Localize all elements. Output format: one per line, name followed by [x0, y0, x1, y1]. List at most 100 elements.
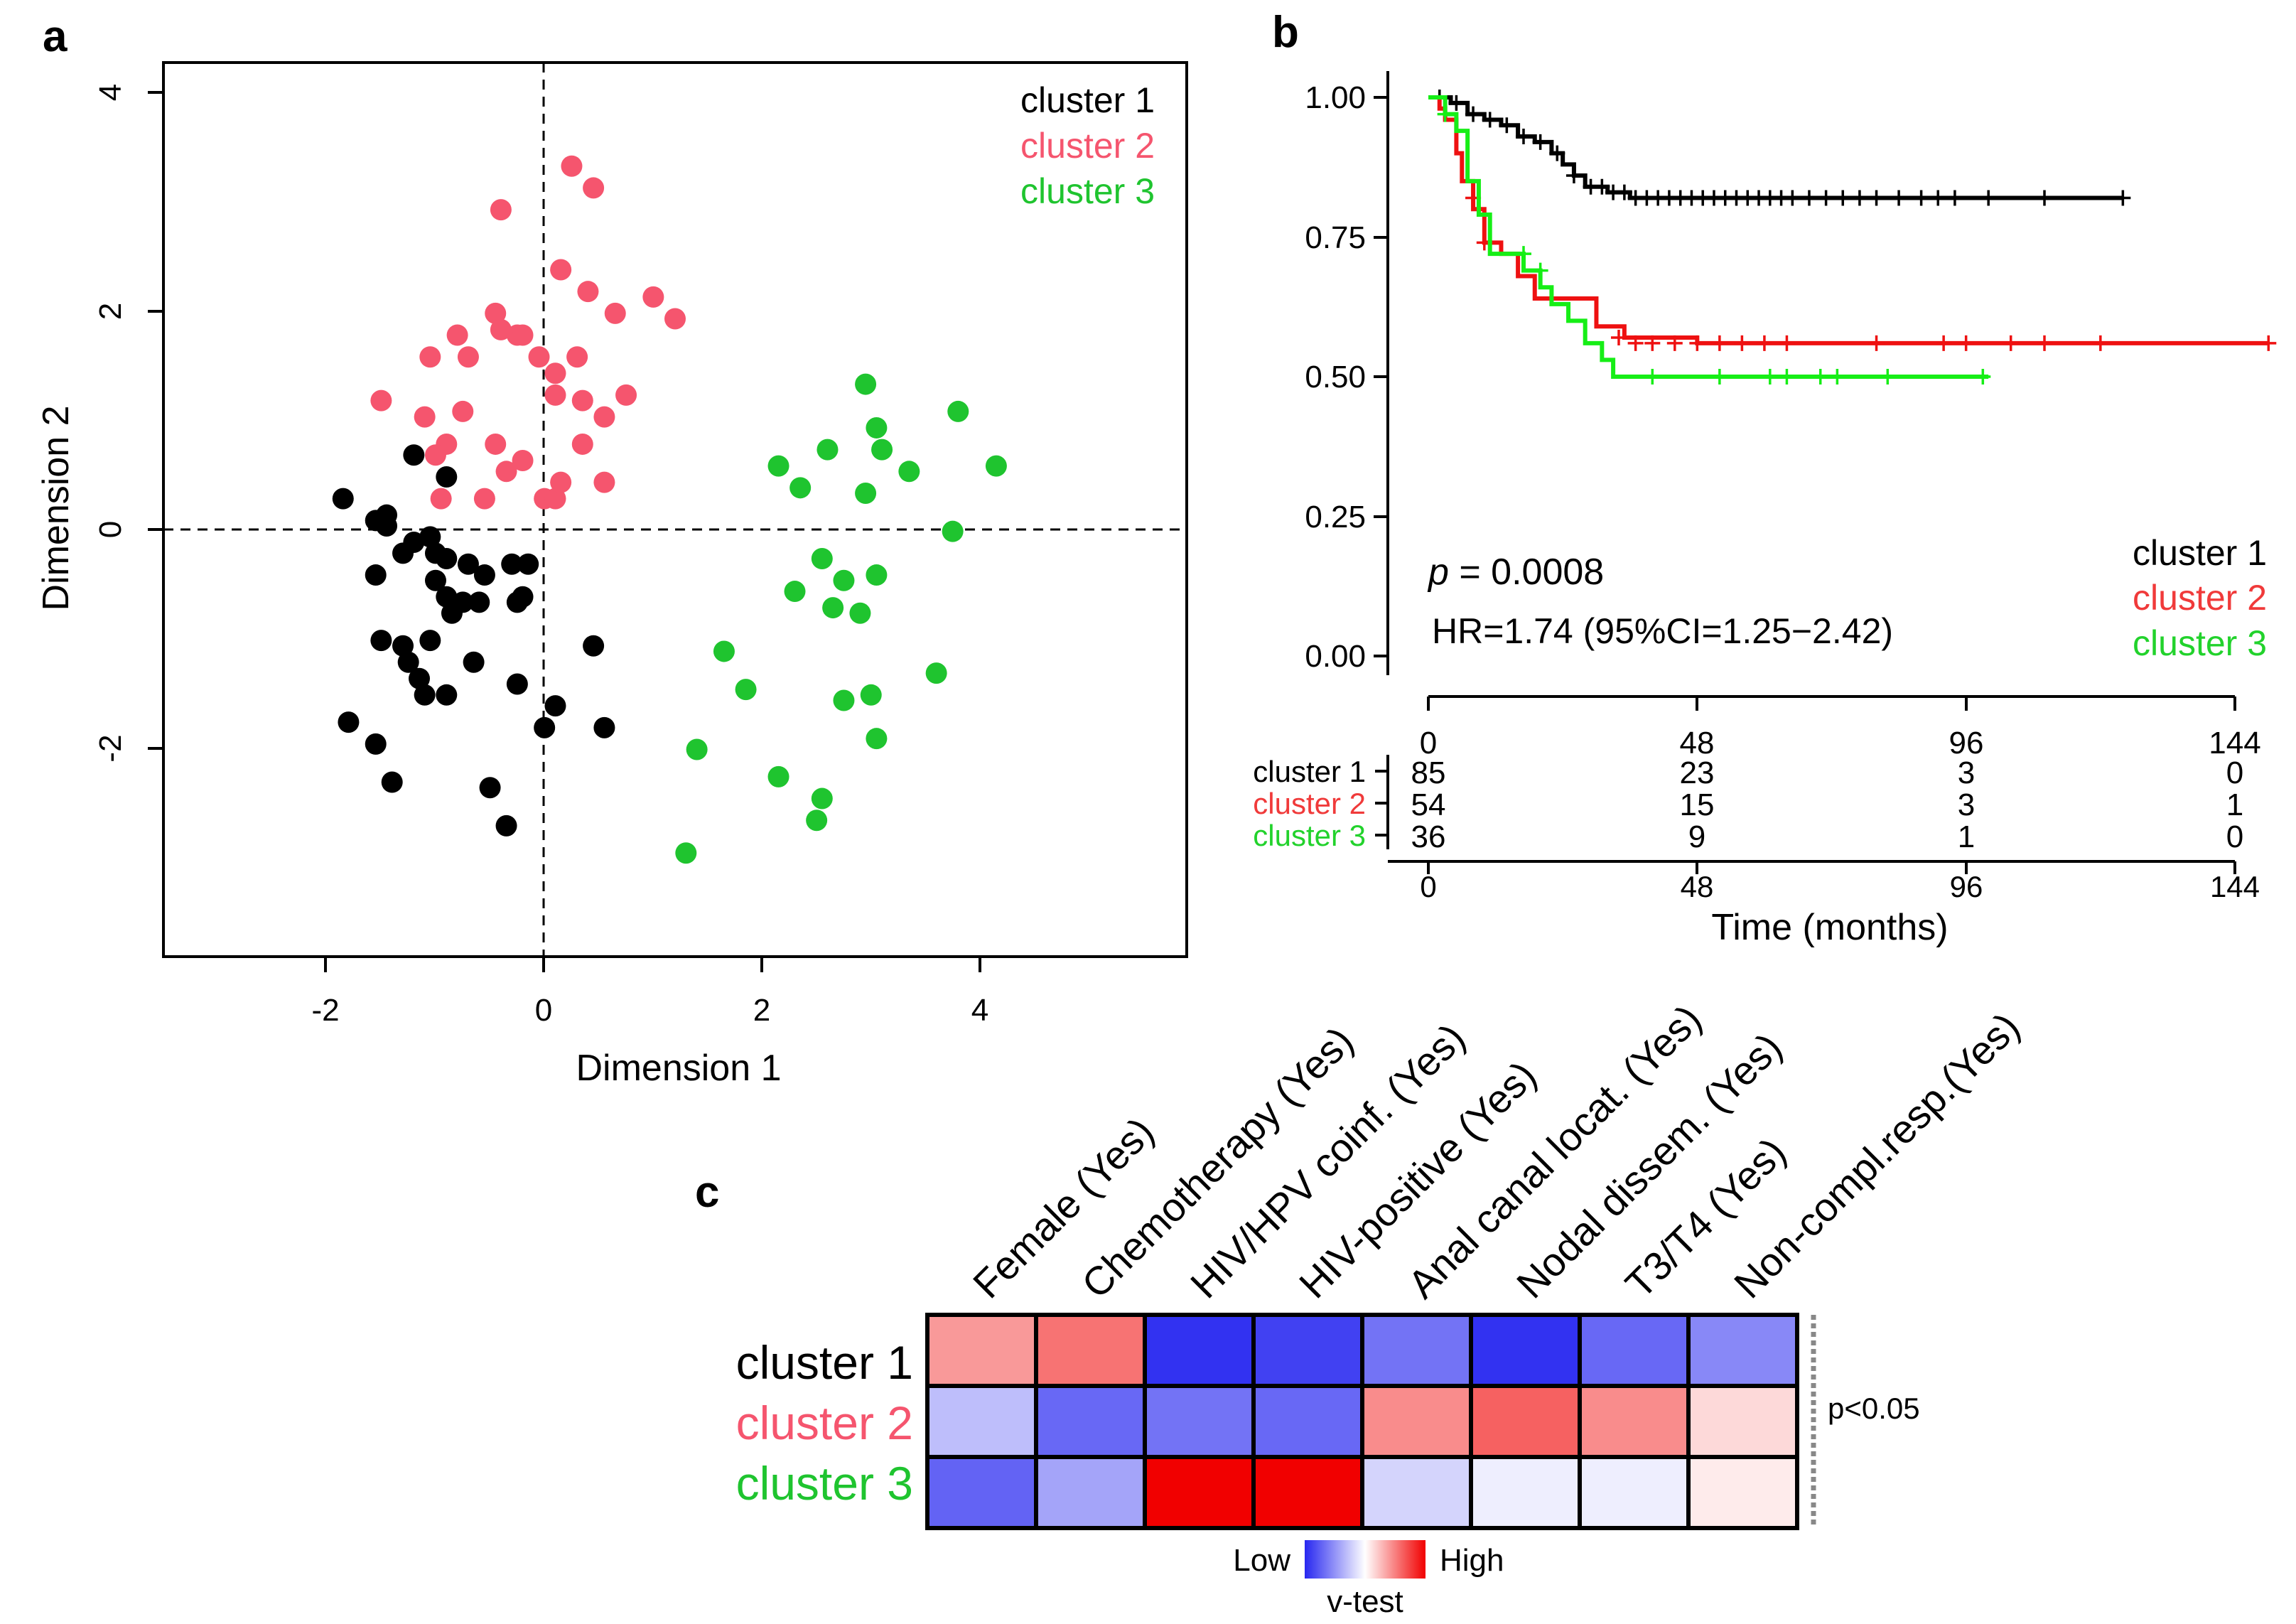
scatter-point-cluster-3 [985, 455, 1007, 477]
scatter-point-cluster-2 [550, 259, 572, 281]
risk-table-row-label-1: cluster 1 [1253, 755, 1366, 788]
km-censor-mark-cluster-1 [1818, 190, 1834, 206]
scatter-point-cluster-3 [833, 569, 855, 591]
heatmap-cell [1034, 1313, 1147, 1388]
scatter-point-cluster-3 [806, 810, 828, 832]
risk-table-cell: 15 [1680, 787, 1715, 822]
km-legend-cluster-1: cluster 1 [2133, 533, 2267, 573]
scatter-point-cluster-1 [506, 673, 528, 695]
km-censor-mark-cluster-1 [1980, 190, 1997, 206]
km-censor-mark-cluster-3 [1812, 369, 1828, 385]
risk-table-cell: 9 [1688, 819, 1705, 854]
color-scale-title: v-test [1327, 1584, 1403, 1619]
km-censor-mark-cluster-3 [1644, 369, 1661, 385]
km-hazard-ratio: HR=1.74 (95%CI=1.25−2.42) [1432, 611, 1893, 651]
panel-a: a -2 0 2 4 4 2 0 -2 Dimension 1 Dimensio… [36, 12, 1188, 1089]
heatmap-cell [925, 1384, 1038, 1459]
km-legend-cluster-3: cluster 3 [2133, 623, 2267, 663]
scatter-point-cluster-3 [947, 400, 969, 422]
heatmap-column-labels: Female (Yes) Chemotherapy (Yes) HIV/HPV … [964, 996, 2028, 1306]
panel-c-label: c [695, 1168, 719, 1217]
heatmap-row-label-cluster-1: cluster 1 [736, 1336, 913, 1389]
km-y-tick-label: 1.00 [1305, 80, 1366, 115]
km-censor-mark-cluster-1 [1784, 190, 1801, 206]
scatter-point-cluster-2 [528, 346, 550, 368]
heatmap-cell [1251, 1455, 1364, 1530]
scatter-point-cluster-1 [392, 542, 414, 564]
heatmap-cell [1034, 1455, 1147, 1530]
scatter-point-cluster-3 [789, 477, 812, 499]
km-x-tick-label: 0 [1420, 726, 1437, 760]
panel-b-label: b [1272, 8, 1299, 57]
scatter-point-cluster-3 [942, 520, 964, 542]
scatter-point-cluster-1 [397, 651, 419, 673]
scatter-point-cluster-3 [866, 728, 888, 750]
scatter-point-cluster-1 [473, 564, 495, 586]
scatter-point-cluster-2 [485, 302, 507, 324]
risk-table-cell: 85 [1411, 755, 1446, 790]
scatter-point-cluster-1 [457, 553, 479, 575]
color-scale-high-label: High [1440, 1543, 1504, 1578]
scatter-point-cluster-1 [381, 771, 403, 793]
scatter-x-tick-label: 0 [535, 993, 552, 1028]
scatter-point-cluster-3 [866, 416, 888, 439]
risk-table-cell: 0 [2226, 819, 2243, 854]
km-y-tick-label: 0.75 [1305, 220, 1366, 255]
scatter-point-cluster-2 [593, 471, 615, 493]
scatter-legend-cluster-2: cluster 2 [1020, 126, 1155, 166]
scatter-y-tick-label: 4 [93, 84, 128, 101]
scatter-point-cluster-1 [332, 488, 354, 510]
heatmap-cell [1578, 1313, 1691, 1388]
km-censor-mark-cluster-1 [1549, 145, 1565, 161]
heatmap-frame [925, 1313, 1799, 1530]
scatter-point-cluster-2 [512, 449, 534, 471]
scatter-point-cluster-3 [866, 564, 888, 586]
scatter-point-cluster-1 [392, 635, 414, 657]
km-censor-mark-cluster-1 [1891, 190, 1907, 206]
scatter-point-cluster-1 [414, 684, 436, 706]
scatter-point-cluster-1 [517, 553, 539, 575]
scatter-point-cluster-3 [816, 439, 839, 461]
km-censor-mark-cluster-1 [2115, 190, 2131, 206]
scatter-point-cluster-3 [833, 689, 855, 711]
scatter-point-cluster-1 [436, 548, 458, 570]
risk-table-x-tick-label: 96 [1950, 870, 1983, 903]
km-censor-mark-cluster-1 [1851, 190, 1867, 206]
km-y-tick-label: 0.00 [1305, 639, 1366, 674]
km-censor-mark-cluster-1 [2037, 190, 2053, 206]
heatmap-cell [1143, 1313, 1256, 1388]
scatter-point-cluster-3 [767, 765, 789, 787]
risk-table-cell: 23 [1680, 755, 1715, 790]
scatter-point-cluster-3 [713, 640, 735, 662]
scatter-point-cluster-1 [441, 602, 463, 624]
scatter-point-cluster-2 [490, 318, 512, 340]
heatmap-cell [1686, 1384, 1799, 1459]
panel-c: c Female (Yes) Chemotherapy (Yes) HIV/HP… [695, 996, 2028, 1619]
km-censor-mark-cluster-2 [2003, 335, 2019, 351]
scatter-point-cluster-3 [925, 662, 947, 684]
scatter-point-cluster-3 [898, 461, 920, 483]
scatter-point-cluster-1 [506, 591, 528, 613]
heatmap-cell [1360, 1455, 1473, 1530]
scatter-x-tick-label: -2 [311, 993, 339, 1028]
scatter-point-cluster-1 [365, 564, 387, 586]
scatter-point-cluster-2 [419, 346, 441, 368]
scatter-point-cluster-1 [424, 569, 446, 591]
risk-table-x-axis-title: Time (months) [1711, 907, 1948, 948]
km-censor-mark-cluster-2 [2260, 335, 2277, 351]
km-censor-mark-cluster-1 [1946, 190, 1963, 206]
heatmap-row-label-cluster-3: cluster 3 [736, 1457, 913, 1510]
scatter-axis-ticks [148, 91, 981, 972]
scatter-point-cluster-3 [860, 684, 882, 706]
km-axis-ticks [1374, 96, 2236, 711]
km-censor-mark-cluster-1 [1930, 190, 1946, 206]
panel-b: b 1.00 0.75 0.50 0.25 0.00 0 48 96 144 p… [1253, 8, 2277, 948]
heatmap-cell [1469, 1455, 1582, 1530]
scatter-points [332, 155, 1007, 864]
scatter-point-cluster-2 [561, 155, 583, 177]
km-censor-mark-cluster-2 [1666, 335, 1683, 351]
scatter-y-axis-title: Dimension 2 [36, 405, 77, 611]
scatter-point-cluster-3 [675, 842, 697, 864]
risk-table-cell: 54 [1411, 787, 1446, 822]
